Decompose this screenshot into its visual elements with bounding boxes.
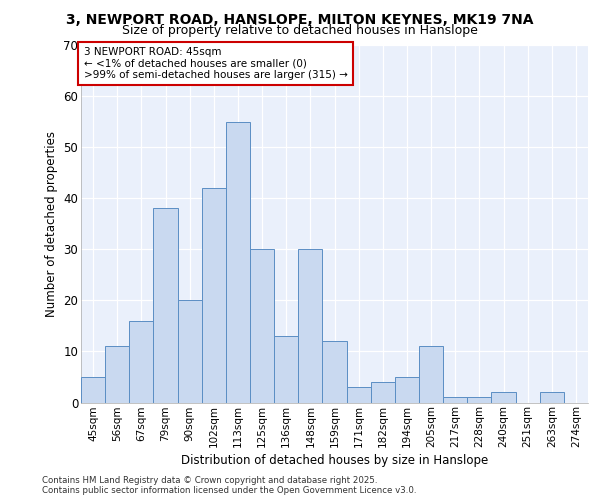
- Bar: [322, 341, 347, 402]
- Bar: [371, 382, 395, 402]
- Bar: [81, 377, 105, 402]
- Bar: [491, 392, 515, 402]
- Bar: [105, 346, 129, 403]
- Bar: [298, 250, 322, 402]
- Y-axis label: Number of detached properties: Number of detached properties: [45, 130, 58, 317]
- Bar: [443, 398, 467, 402]
- Bar: [347, 387, 371, 402]
- Bar: [129, 321, 154, 402]
- Text: 3, NEWPORT ROAD, HANSLOPE, MILTON KEYNES, MK19 7NA: 3, NEWPORT ROAD, HANSLOPE, MILTON KEYNES…: [66, 12, 534, 26]
- Bar: [250, 250, 274, 402]
- Bar: [226, 122, 250, 402]
- Bar: [274, 336, 298, 402]
- Bar: [467, 398, 491, 402]
- X-axis label: Distribution of detached houses by size in Hanslope: Distribution of detached houses by size …: [181, 454, 488, 468]
- Bar: [154, 208, 178, 402]
- Text: Size of property relative to detached houses in Hanslope: Size of property relative to detached ho…: [122, 24, 478, 37]
- Bar: [395, 377, 419, 402]
- Text: Contains HM Land Registry data © Crown copyright and database right 2025.
Contai: Contains HM Land Registry data © Crown c…: [42, 476, 416, 495]
- Bar: [178, 300, 202, 402]
- Bar: [202, 188, 226, 402]
- Bar: [419, 346, 443, 403]
- Bar: [540, 392, 564, 402]
- Text: 3 NEWPORT ROAD: 45sqm
← <1% of detached houses are smaller (0)
>99% of semi-deta: 3 NEWPORT ROAD: 45sqm ← <1% of detached …: [83, 47, 347, 80]
